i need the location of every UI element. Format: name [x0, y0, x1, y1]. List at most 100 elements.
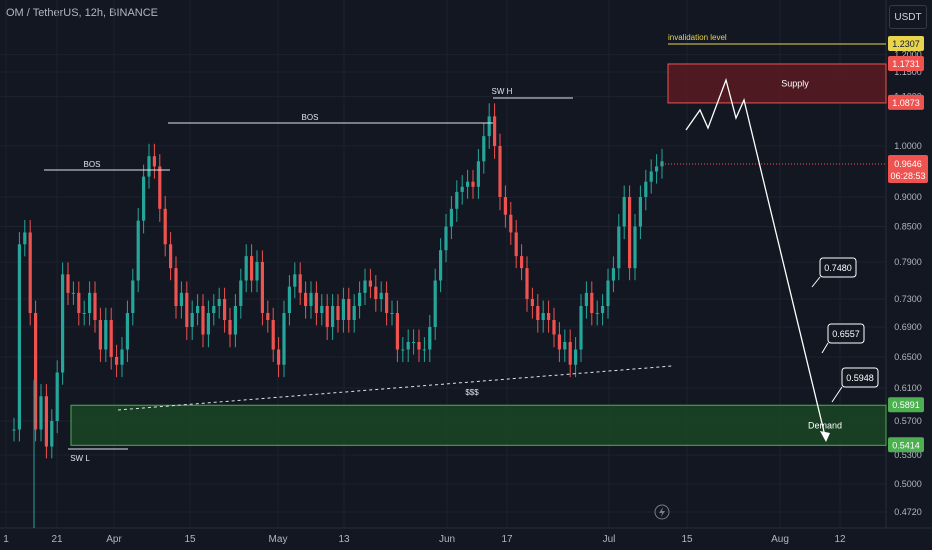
candle — [309, 292, 313, 306]
candle — [601, 306, 605, 313]
candle — [12, 429, 16, 431]
candle — [147, 156, 151, 177]
candle — [584, 292, 588, 306]
time-tick: Aug — [771, 534, 789, 545]
price-tick: 0.5000 — [894, 479, 922, 489]
candle — [266, 313, 270, 320]
candle — [228, 320, 232, 335]
last-price-label: 0.9646 — [894, 159, 922, 169]
time-tick: 12 — [834, 534, 846, 545]
price-tick: 0.6100 — [894, 383, 922, 393]
price-tick: 0.6500 — [894, 352, 922, 362]
candle — [525, 268, 529, 299]
target-pointer — [831, 386, 843, 403]
price-tick: 1.1500 — [894, 67, 922, 77]
target-callout — [841, 367, 879, 388]
candle — [574, 349, 578, 365]
candle — [320, 306, 324, 313]
time-tick: Apr — [106, 534, 122, 545]
supply-zone — [667, 63, 887, 104]
candle — [98, 320, 102, 350]
price-tick: 1.2000 — [894, 50, 922, 60]
price-tick: 1.0000 — [894, 141, 922, 151]
supply-zone-label: Supply — [781, 78, 809, 88]
target-pointer — [811, 276, 821, 288]
time-tick: 1 — [3, 534, 9, 545]
candle — [260, 262, 264, 313]
candle — [482, 136, 486, 162]
time-tick: 13 — [338, 534, 350, 545]
candle — [88, 292, 92, 313]
candle — [61, 274, 65, 373]
target-pointer — [821, 342, 829, 354]
candle — [633, 226, 637, 269]
candle — [649, 171, 653, 182]
candle — [223, 299, 227, 320]
candle — [277, 349, 281, 365]
candle — [644, 181, 648, 197]
candle — [514, 232, 518, 257]
candle — [368, 280, 372, 287]
candle — [163, 208, 167, 245]
candle — [379, 292, 383, 299]
candle — [471, 181, 475, 187]
candle — [422, 349, 426, 351]
candle — [271, 320, 275, 350]
currency-button[interactable]: USDT — [889, 5, 927, 29]
candle — [125, 313, 129, 350]
price-tag-label: 0.5891 — [892, 400, 920, 410]
candle — [71, 292, 75, 294]
candle — [568, 342, 572, 365]
liquidity-label: $$$ — [465, 388, 479, 397]
candle — [169, 244, 173, 269]
candle — [255, 262, 259, 281]
projection-path — [685, 77, 827, 441]
price-tag — [888, 437, 924, 453]
candle — [304, 292, 308, 306]
candle — [606, 280, 610, 306]
candle — [217, 299, 221, 306]
candle — [206, 313, 210, 335]
candle — [331, 306, 335, 327]
candle — [628, 197, 632, 269]
countdown-label: 06:28:53 — [890, 171, 925, 181]
candle — [190, 313, 194, 327]
price-tick: 0.8500 — [894, 222, 922, 232]
candle — [590, 292, 594, 313]
candle — [487, 116, 491, 137]
liquidity-trendline — [117, 365, 673, 411]
candle — [503, 197, 507, 215]
candle — [185, 292, 189, 327]
candle — [314, 292, 318, 313]
candle — [82, 313, 86, 314]
candle — [390, 313, 394, 314]
price-tag — [888, 36, 924, 51]
time-tick: 15 — [681, 534, 693, 545]
candle — [120, 349, 124, 365]
candle — [17, 244, 21, 430]
candle — [93, 292, 97, 320]
candle — [244, 256, 248, 281]
price-tick: 0.5300 — [894, 450, 922, 460]
candle — [212, 306, 216, 313]
candle — [557, 334, 561, 350]
projection-arrowhead — [820, 431, 830, 442]
candle — [439, 250, 443, 281]
demand-zone — [70, 404, 887, 446]
candle — [520, 256, 524, 269]
candle — [552, 320, 556, 335]
candle — [287, 286, 291, 313]
swing-low-label: SW L — [70, 454, 90, 463]
candle — [50, 421, 54, 447]
candle — [541, 313, 545, 320]
candle — [336, 306, 340, 320]
candle — [23, 232, 27, 245]
time-tick: 21 — [51, 534, 63, 545]
candle — [595, 313, 599, 314]
candle — [449, 208, 453, 227]
candle — [39, 396, 43, 430]
candle — [142, 176, 146, 221]
candle — [239, 280, 243, 306]
bos-label: BOS — [302, 113, 319, 122]
